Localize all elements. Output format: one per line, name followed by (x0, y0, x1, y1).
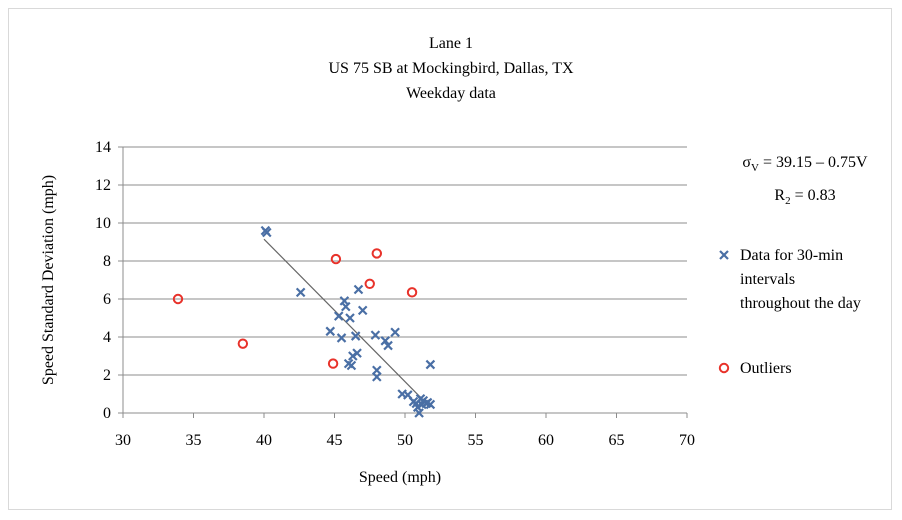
data-point-interval (345, 313, 355, 323)
y-tick-label: 2 (103, 367, 111, 384)
data-point-interval (372, 372, 382, 382)
marker-stroke (425, 399, 436, 410)
data-point-interval (370, 330, 381, 340)
x-tick-label: 35 (186, 432, 202, 449)
equation-line: σV = 39.15 – 0.75V (710, 149, 900, 182)
marker-stroke (336, 333, 347, 343)
marker-stroke (341, 301, 351, 312)
legend-marker-outliers (718, 362, 730, 374)
legend-marker-data (719, 250, 729, 260)
grid-lines (123, 146, 687, 376)
marker-stroke (357, 305, 368, 316)
marker-stroke (325, 326, 336, 337)
equation-symbol: σ (742, 154, 752, 171)
equation-subscript: V (751, 162, 759, 175)
trendline-line (263, 238, 427, 404)
data-point-interval (325, 326, 336, 337)
y-axis-label: Speed Standard Deviation (mph) (40, 175, 57, 385)
y-tick-label: 0 (103, 405, 111, 422)
marker-stroke (390, 327, 400, 338)
data-point-interval (350, 331, 361, 341)
data-point-interval (352, 348, 362, 358)
legend-label-data-line-2: intervals (740, 271, 795, 288)
x-tick-label: 50 (397, 432, 413, 449)
data-point-interval (262, 227, 272, 238)
r-symbol: R (774, 187, 786, 205)
legend-x-symbol (719, 250, 729, 260)
y-tick-label: 6 (103, 291, 111, 308)
marker-stroke (414, 408, 424, 418)
x-tick-label: 70 (679, 432, 695, 449)
marker-stroke (383, 340, 393, 351)
y-tick-label: 4 (103, 329, 111, 346)
x-tick-label: 65 (609, 432, 625, 449)
tick-labels: 0 2 4 6 8 10 12 14 30 35 40 45 50 55 60 65 70 (95, 139, 695, 449)
x-tick-label: 45 (327, 432, 343, 449)
marker-stroke (345, 313, 355, 323)
equation-rest: = 39.15 – 0.75V (759, 154, 868, 171)
data-point-interval (414, 408, 424, 418)
chart-title-line-2: US 75 SB at Mockingbird, Dallas, TX (328, 60, 573, 77)
data-point-interval (383, 340, 393, 351)
data-point-interval (295, 287, 306, 298)
legend-label-outliers: Outliers (740, 360, 792, 377)
data-point-interval (333, 311, 344, 321)
legend-label-data-line-1: Data for 30-min (740, 247, 843, 264)
data-point-outlier (172, 293, 184, 305)
data-point-interval (336, 333, 347, 343)
legend-label-data-line-3: throughout the day (740, 295, 861, 312)
data-point-interval (380, 336, 391, 346)
marker-stroke (333, 311, 344, 321)
data-point-outlier (371, 248, 382, 259)
trendline (263, 238, 427, 404)
marker-stroke (346, 360, 357, 371)
legend: Data for 30-min intervals throughout the… (718, 247, 861, 377)
marker-stroke (380, 336, 391, 346)
data-point-interval (425, 359, 436, 370)
marker-stroke (295, 287, 306, 298)
marker-stroke (353, 284, 364, 295)
marker-stroke (370, 330, 381, 340)
regression-equation: σV = 39.15 – 0.75V R2 = 0.83 (710, 149, 900, 215)
y-tick-label: 8 (103, 253, 111, 270)
data-point-outlier (330, 253, 342, 265)
x-tick-label: 40 (256, 432, 272, 449)
marker-stroke (350, 331, 361, 341)
data-point-interval (390, 327, 400, 338)
y-tick-label: 10 (95, 215, 111, 232)
y-tick-label: 14 (95, 139, 111, 156)
marker-stroke (719, 250, 729, 260)
data-point-interval (341, 301, 351, 312)
chart-title-line-1: Lane 1 (429, 35, 473, 52)
data-points (172, 225, 436, 418)
marker-stroke (403, 390, 413, 400)
chart-title-line-3: Weekday data (406, 85, 496, 102)
data-point-interval (346, 360, 357, 371)
y-tick-label: 12 (95, 177, 111, 194)
data-point-interval (353, 284, 364, 295)
marker-stroke (372, 372, 382, 382)
x-tick-label: 60 (538, 432, 554, 449)
marker-stroke (352, 348, 362, 358)
marker-stroke (425, 359, 436, 370)
marker-stroke (262, 227, 272, 238)
data-point-outlier (327, 358, 339, 369)
x-tick-label: 55 (468, 432, 484, 449)
legend-o-symbol (718, 362, 730, 374)
r-squared-line: R2 = 0.83 (710, 182, 900, 215)
data-point-interval (425, 399, 436, 410)
data-point-outlier (237, 338, 249, 349)
x-axis-label: Speed (mph) (359, 469, 441, 486)
chart-frame (8, 8, 892, 510)
data-point-interval (357, 305, 368, 316)
data-point-outlier (364, 278, 375, 289)
axes (118, 146, 688, 418)
r-subscript: 2 (785, 195, 791, 208)
x-tick-label: 30 (115, 432, 131, 449)
r-value: = 0.83 (790, 187, 836, 205)
data-point-outlier (406, 287, 418, 298)
